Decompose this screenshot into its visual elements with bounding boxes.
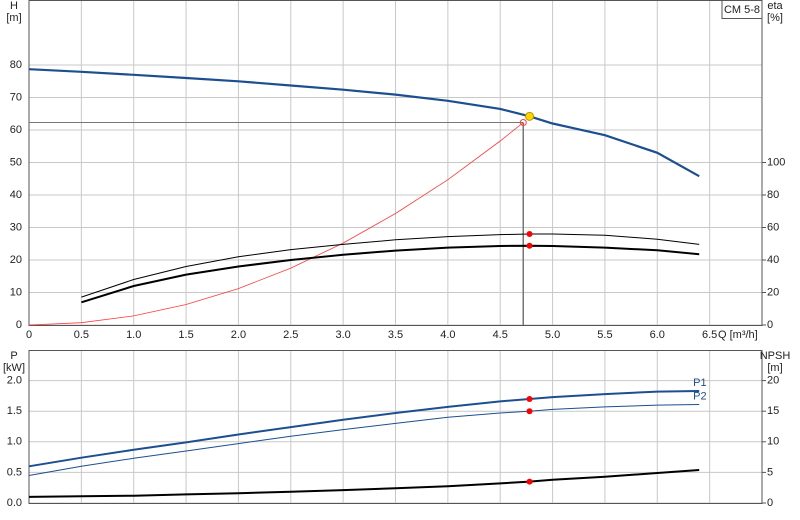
y2-tick-label: 20 bbox=[767, 375, 779, 387]
x-tick-label: 5.5 bbox=[597, 329, 612, 341]
y2-tick-label: 0 bbox=[767, 497, 773, 509]
x-tick-label: 1.5 bbox=[178, 329, 193, 341]
operating-point bbox=[526, 242, 533, 249]
y-tick-label: 0.5 bbox=[7, 466, 22, 478]
y-tick-label: 80 bbox=[10, 59, 22, 71]
x-tick-label: 6.0 bbox=[650, 329, 665, 341]
operating-point bbox=[526, 231, 533, 237]
y-tick-label: 60 bbox=[10, 124, 22, 136]
y-axis-label: [m] bbox=[6, 12, 21, 24]
x-axis-label: Q [m³/h] bbox=[718, 329, 758, 341]
x-tick-label: 2.5 bbox=[283, 329, 298, 341]
x-tick-label: 3.5 bbox=[388, 329, 403, 341]
legend-label: CM 5-8 bbox=[724, 4, 760, 16]
y2-tick-label: 10 bbox=[767, 436, 779, 448]
y2-tick-label: 80 bbox=[767, 189, 779, 201]
legend-box bbox=[721, 0, 763, 19]
series-label: P2 bbox=[693, 390, 706, 402]
x-tick-label: 1.0 bbox=[126, 329, 141, 341]
operating-point bbox=[526, 395, 533, 402]
operating-point bbox=[526, 408, 533, 415]
curve bbox=[28, 404, 700, 476]
curve bbox=[28, 390, 700, 468]
y2-axis-label: [m] bbox=[767, 362, 782, 374]
curve bbox=[28, 469, 700, 498]
operating-point bbox=[525, 111, 535, 121]
y-tick-label: 1.5 bbox=[7, 405, 22, 417]
y-axis-label: H bbox=[10, 0, 18, 12]
y2-axis-label: [%] bbox=[767, 12, 783, 24]
y2-tick-label: 5 bbox=[767, 466, 773, 478]
x-tick-label: 6.5 bbox=[702, 329, 717, 341]
y-tick-label: 40 bbox=[10, 189, 22, 201]
curve bbox=[28, 122, 524, 326]
y-tick-label: 70 bbox=[10, 91, 22, 103]
x-tick-label: 0.5 bbox=[74, 329, 89, 341]
y-tick-label: 0 bbox=[16, 319, 22, 331]
plot-frame bbox=[28, 0, 763, 326]
y2-axis-label: eta bbox=[767, 0, 783, 12]
x-tick-label: 5.0 bbox=[545, 329, 560, 341]
y-tick-label: 10 bbox=[10, 286, 22, 298]
x-tick-label: 4.0 bbox=[440, 329, 455, 341]
y-tick-label: 20 bbox=[10, 254, 22, 266]
y-tick-label: 1.0 bbox=[7, 436, 22, 448]
y2-tick-label: 15 bbox=[767, 405, 779, 417]
y2-tick-label: 40 bbox=[767, 254, 779, 266]
x-tick-label: 2.0 bbox=[231, 329, 246, 341]
y-tick-label: 50 bbox=[10, 156, 22, 168]
plot-frame bbox=[28, 350, 763, 504]
y2-tick-label: 20 bbox=[767, 286, 779, 298]
curve bbox=[28, 68, 700, 178]
y2-tick-label: 0 bbox=[767, 319, 773, 331]
y2-tick-label: 60 bbox=[767, 221, 779, 233]
y-tick-label: 30 bbox=[10, 221, 22, 233]
curve bbox=[81, 233, 700, 298]
operating-point bbox=[526, 478, 533, 485]
y-axis-label: [kW] bbox=[3, 362, 25, 374]
y2-axis-label: NPSH bbox=[760, 350, 791, 362]
x-tick-label: 4.5 bbox=[493, 329, 508, 341]
x-tick-label: 0 bbox=[26, 329, 32, 341]
x-tick-label: 3.0 bbox=[335, 329, 350, 341]
y-tick-label: 2.0 bbox=[7, 375, 22, 387]
duty-point bbox=[519, 119, 527, 127]
y2-tick-label: 100 bbox=[767, 156, 785, 168]
curve bbox=[81, 244, 700, 304]
series-label: P1 bbox=[693, 377, 706, 389]
y-tick-label: 0.0 bbox=[7, 497, 22, 509]
y-axis-label: P bbox=[10, 350, 17, 362]
